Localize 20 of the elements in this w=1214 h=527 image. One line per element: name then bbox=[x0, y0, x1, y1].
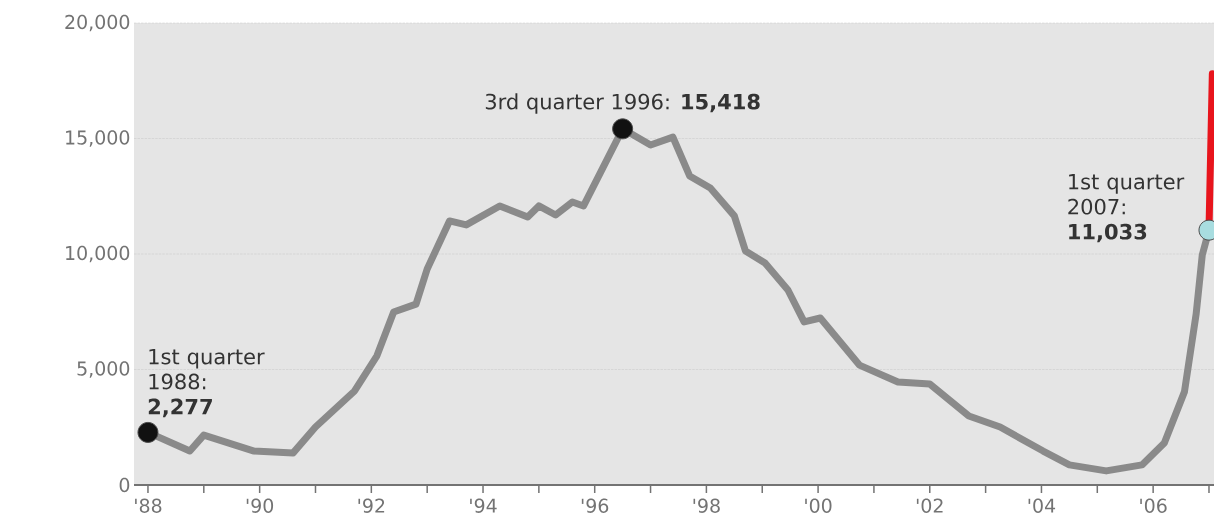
y-tick-label: 15,000 bbox=[66, 130, 130, 147]
annotation: 1st quarter 2007: 11,033 bbox=[1068, 173, 1185, 243]
y-tick-label: 5,000 bbox=[77, 361, 130, 378]
annotation: 3rd quarter 1996: 15,418 bbox=[485, 93, 760, 114]
x-tick-label: '88 bbox=[135, 498, 162, 513]
x-tick-label: '02 bbox=[916, 498, 943, 513]
x-tick-label: '90 bbox=[246, 498, 274, 513]
y-tick-label: 0 bbox=[119, 477, 130, 493]
x-tick-label: '92 bbox=[358, 498, 385, 513]
y-tick-label: 10,000 bbox=[66, 245, 130, 263]
x-tick-label: '94 bbox=[470, 498, 497, 513]
annotation: 1st quarter 1988: 2,277 bbox=[148, 348, 265, 418]
point bbox=[612, 118, 634, 140]
x-tick-label: '98 bbox=[693, 498, 720, 513]
point bbox=[137, 421, 159, 443]
x-tick-label: '06 bbox=[1140, 498, 1167, 513]
y-tick-label: 20,000 bbox=[65, 14, 130, 32]
x-tick-label: '04 bbox=[1028, 498, 1056, 513]
x-tick-label: '00 bbox=[805, 498, 832, 513]
x-tick-label: '96 bbox=[581, 498, 609, 513]
